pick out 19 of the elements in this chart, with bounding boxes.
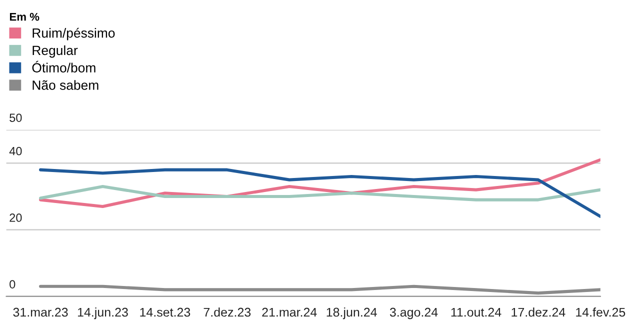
x-tick-label: 11.out.24 (451, 308, 502, 317)
y-tick-label: 40 (9, 146, 22, 156)
x-tick-label: 31.mar.23 (13, 308, 68, 317)
legend-title: Em % (10, 12, 40, 21)
x-tick-label: 21.mar.24 (262, 308, 317, 317)
y-tick-label: 50 (10, 114, 22, 122)
x-tick-label: 14.set.23 (140, 308, 190, 317)
y-tick-label: 0 (10, 280, 16, 288)
x-tick-label: 3.ago.24 (390, 308, 438, 320)
legend-label: Regular (32, 45, 78, 58)
x-tick-label: 7.dez.23 (204, 307, 251, 317)
y-tick-label: 20 (10, 214, 22, 222)
legend-label: Não sabem (32, 80, 98, 90)
x-tick-label: 14.jun.23 (78, 307, 128, 320)
legend-label: Ótimo/bom (32, 60, 96, 72)
legend-label: Ruim/péssimo (32, 28, 115, 40)
x-tick-label: 17.dez.24 (512, 307, 566, 317)
x-tick-label: 18.jun.24 (326, 307, 377, 320)
x-tick-label: 14.fev.25 (576, 307, 626, 317)
